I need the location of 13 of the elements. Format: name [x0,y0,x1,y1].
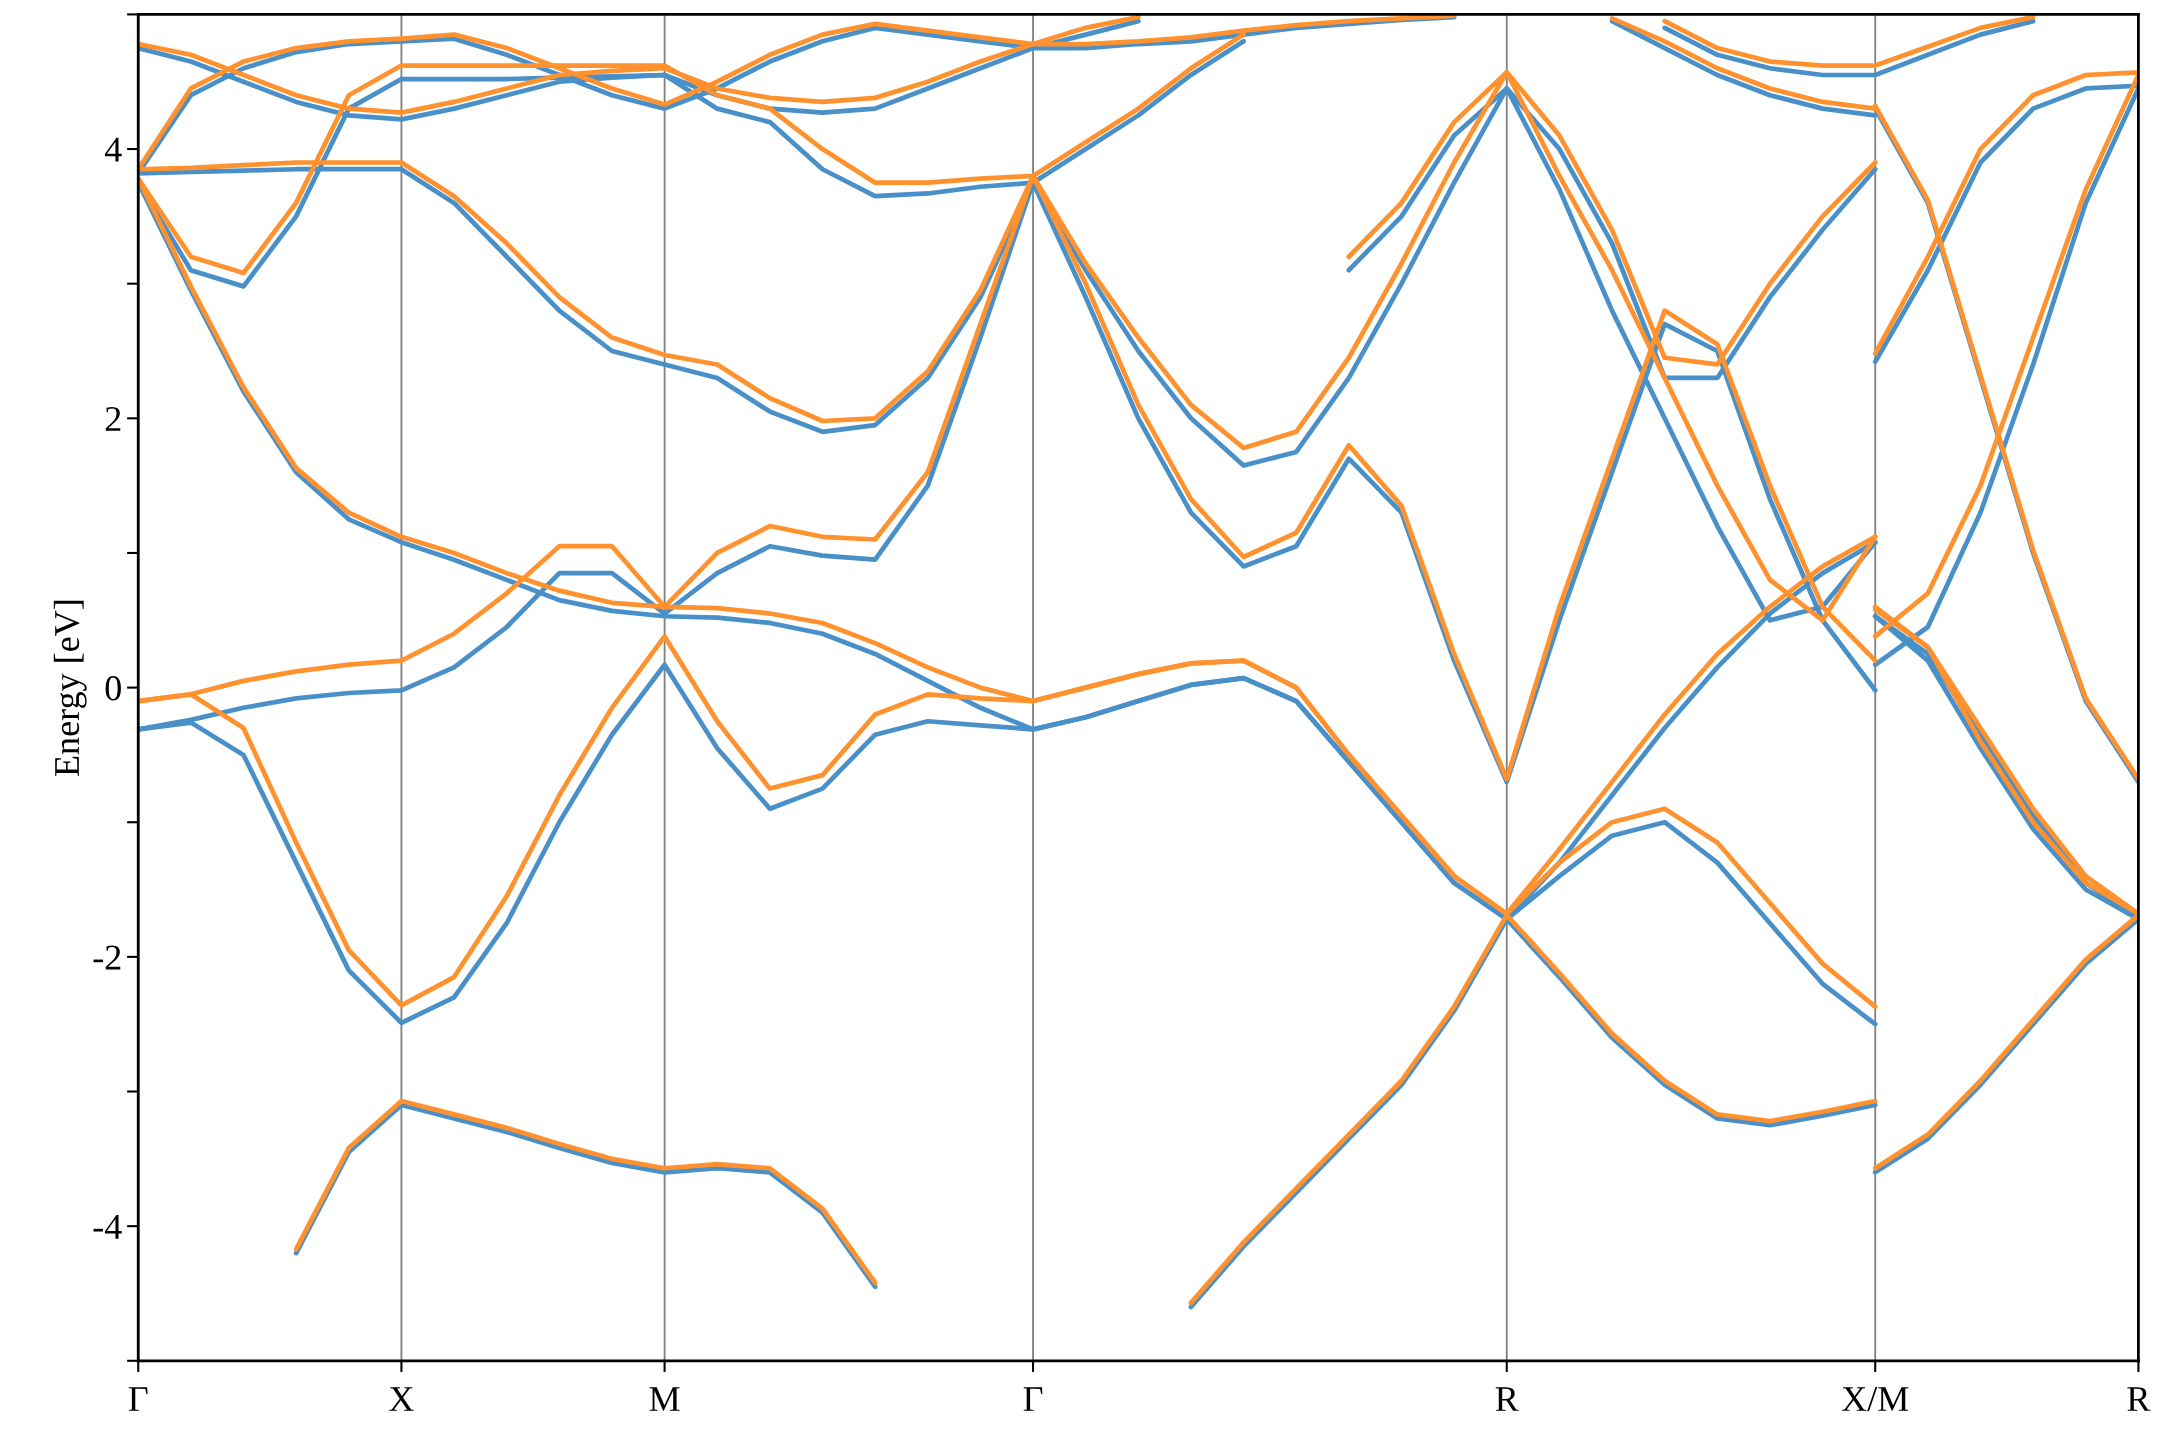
x-tick-label: X/M [1841,1387,1909,1412]
y-tick-label: -2 [93,945,121,970]
x-tick-label: R [1495,1387,1519,1411]
x-tick-label: X [389,1387,414,1411]
x-tick-label: Γ [128,1387,148,1411]
y-axis-title: Energy [eV] [53,600,87,776]
y-tick-label: 0 [105,676,121,701]
x-tick-label: M [649,1387,680,1411]
x-tick-label: R [2127,1387,2151,1411]
y-tick-label: 2 [105,406,121,431]
y-tick-label: -4 [93,1214,122,1239]
x-tick-label: Γ [1023,1387,1043,1411]
y-tick-label: 4 [104,137,122,162]
